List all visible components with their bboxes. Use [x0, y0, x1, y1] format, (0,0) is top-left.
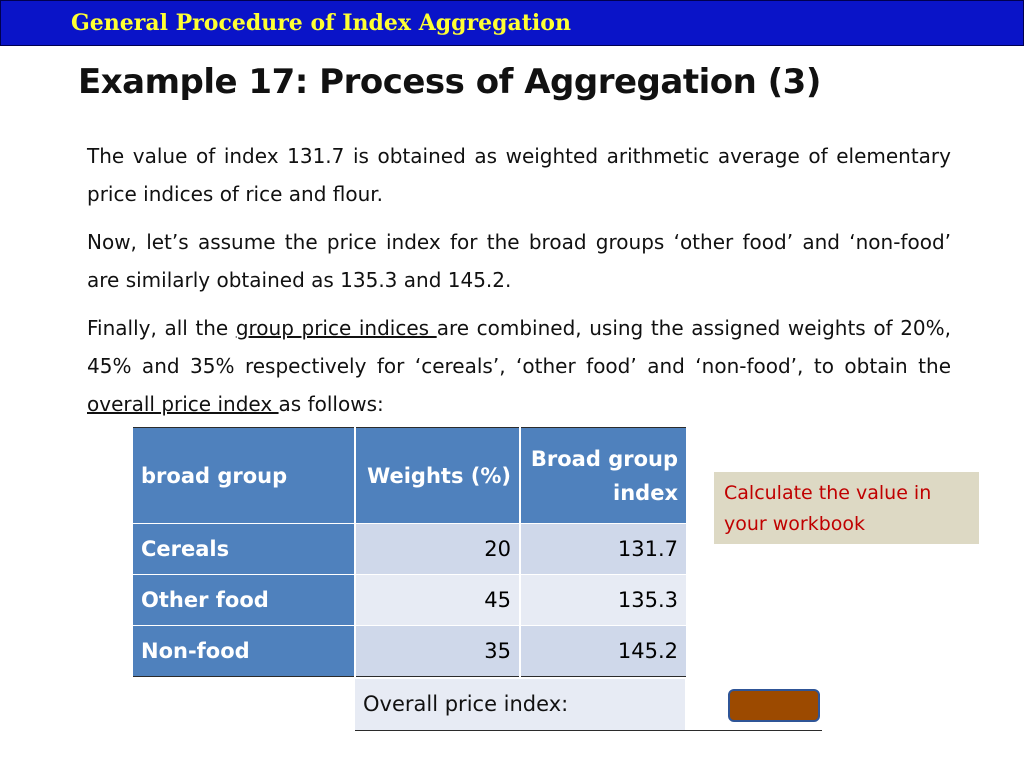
table-row: Non-food 35 145.2 — [133, 625, 686, 677]
row-group-cereals: Cereals — [133, 523, 356, 575]
row-group-other-food: Other food — [133, 574, 356, 626]
top-banner: General Procedure of Index Aggregation — [0, 0, 1024, 46]
overall-separator — [685, 679, 687, 730]
header-broad-group-index: Broad group index — [520, 427, 686, 524]
table-header-row: broad group Weights (%) Broad group inde… — [133, 427, 686, 524]
banner-title: General Procedure of Index Aggregation — [71, 10, 571, 36]
slide-title: Example 17: Process of Aggregation (3) — [78, 62, 821, 102]
row-weight-cereals: 20 — [355, 523, 521, 575]
workbook-callout: Calculate the value in your workbook — [714, 472, 979, 544]
row-weight-non-food: 35 — [355, 625, 521, 677]
paragraph-3-text-b: are combined, using the assigned weights… — [87, 316, 952, 378]
paragraph-3: Finally, all the group price indices are… — [87, 309, 951, 423]
aggregation-table: broad group Weights (%) Broad group inde… — [133, 427, 686, 677]
paragraph-3-text-a: Finally, all the — [87, 316, 236, 340]
paragraph-1: The value of index 131.7 is obtained as … — [87, 144, 951, 206]
row-weight-other-food: 45 — [355, 574, 521, 626]
row-index-other-food: 135.3 — [520, 574, 686, 626]
overall-index-answer-box[interactable] — [728, 689, 820, 722]
table-row: Cereals 20 131.7 — [133, 523, 686, 575]
overall-index-row: Overall price index: — [355, 679, 822, 731]
overall-index-label: Overall price index: — [355, 679, 685, 730]
group-price-indices-underlined: group price indices — [235, 316, 437, 340]
header-weights: Weights (%) — [355, 427, 521, 524]
row-index-cereals: 131.7 — [520, 523, 686, 575]
table-row: Other food 45 135.3 — [133, 574, 686, 626]
overall-price-index-underlined: overall price index — [87, 392, 279, 416]
paragraph-2: Now, let’s assume the price index for th… — [87, 230, 951, 292]
row-group-non-food: Non-food — [133, 625, 356, 677]
paragraph-3-text-c: as follows: — [278, 392, 384, 416]
header-broad-group: broad group — [133, 427, 356, 524]
row-index-non-food: 145.2 — [520, 625, 686, 677]
